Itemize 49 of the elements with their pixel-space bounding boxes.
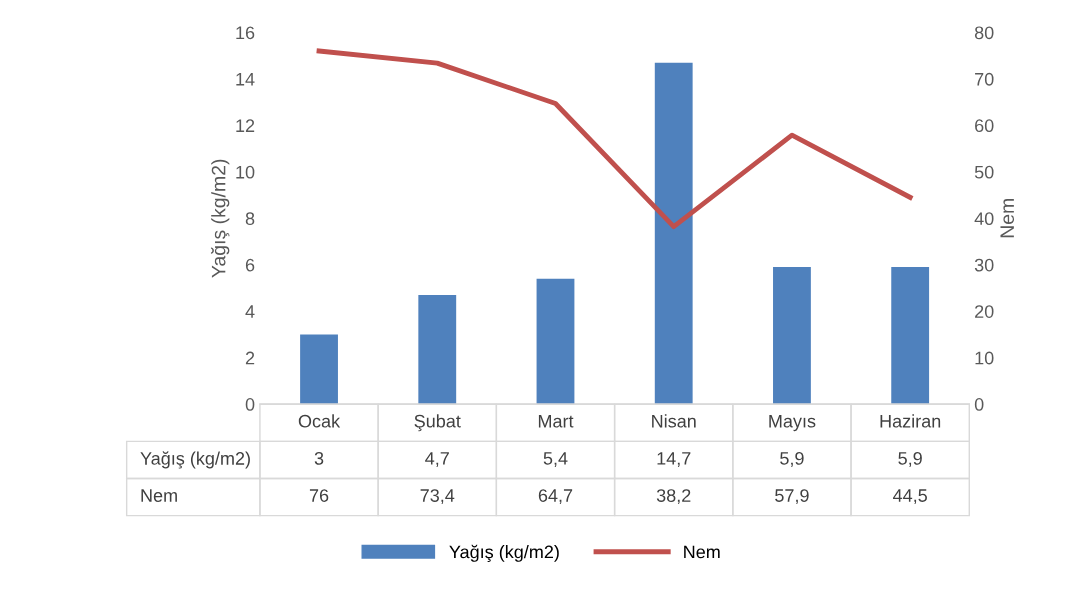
y-tick-label: 12 <box>236 119 255 132</box>
data-label: 3 <box>314 451 324 465</box>
line-series <box>316 48 913 230</box>
y-tick-label: 10 <box>236 165 255 179</box>
y-tick-label: 6 <box>245 258 255 272</box>
legend-label: Nem <box>684 545 720 559</box>
data-label: 73,4 <box>420 489 455 505</box>
x-tick-label: Mart <box>538 414 574 428</box>
y-tick-label: 14 <box>236 73 255 86</box>
y-tick-label: 2 <box>245 351 255 365</box>
y2-tick-label: 10 <box>975 351 994 365</box>
bar <box>536 278 575 405</box>
y2-tick-label: 70 <box>975 72 994 86</box>
bar <box>891 267 930 405</box>
data-label: 44,5 <box>893 489 927 505</box>
data-label: 76 <box>309 489 329 502</box>
bar <box>654 62 693 405</box>
x-tick-label: Şubat <box>414 414 461 432</box>
y-tick-label: 16 <box>236 26 255 40</box>
x-tick-label: Nisan <box>652 414 696 428</box>
bar <box>418 294 457 405</box>
data-label: 64,7 <box>538 489 573 505</box>
data-label: 5,4 <box>543 452 568 467</box>
y2-tick-label: 30 <box>974 258 994 272</box>
y2-tick-label: 60 <box>975 119 994 133</box>
x-tick-label: Ocak <box>298 414 341 428</box>
x-tick-label: Haziran <box>880 414 941 428</box>
bar <box>773 267 811 405</box>
text: Yağış (kg/m2) <box>140 451 250 469</box>
text: Nem <box>141 489 177 502</box>
y2-axis-title: Nem <box>1000 199 1015 238</box>
y2-tick-label: 40 <box>974 212 994 226</box>
y-tick-label: 4 <box>245 305 255 318</box>
data-label: 38,2 <box>656 489 691 505</box>
data-label: 4,7 <box>425 452 449 467</box>
data-label: 5,9 <box>780 451 804 467</box>
y2-tick-label: 20 <box>975 305 994 318</box>
data-label: 57,9 <box>775 489 809 505</box>
y2-tick-label: 80 <box>974 26 994 40</box>
y2-tick-label: 50 <box>974 165 994 179</box>
data-label: 5,9 <box>898 451 922 467</box>
y-tick-label: 8 <box>245 212 255 226</box>
legend-label: Yağış (kg/m2) <box>449 544 559 562</box>
data-label: 14,7 <box>657 452 691 467</box>
bar <box>300 334 338 405</box>
y2-tick-label: 0 <box>974 398 984 411</box>
y-tick-label: 0 <box>245 398 255 411</box>
y-axis-title: Yağış (kg/m2) <box>210 159 230 278</box>
x-tick-label: Mayıs <box>769 414 816 432</box>
